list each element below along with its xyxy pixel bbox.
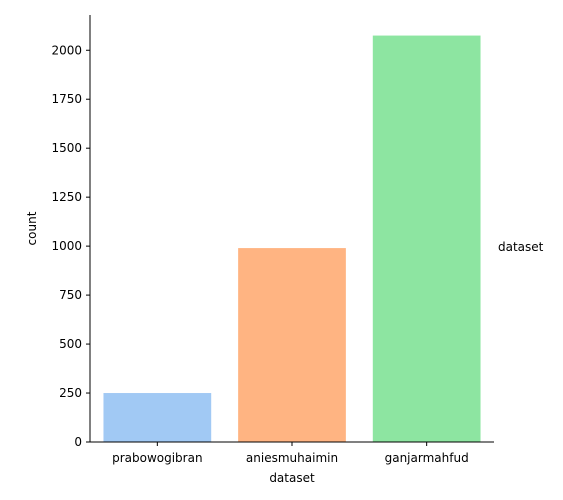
y-tick-label: 1250 bbox=[51, 190, 82, 204]
x-tick-label: aniesmuhaimin bbox=[246, 451, 338, 465]
bar-prabowogibran bbox=[103, 393, 212, 442]
x-axis-label: dataset bbox=[269, 471, 315, 485]
x-axis-ticks: prabowogibran aniesmuhaimin ganjarmahfud bbox=[112, 442, 469, 465]
y-tick-label: 0 bbox=[74, 435, 82, 449]
y-tick-label: 2000 bbox=[51, 43, 82, 57]
legend-title: dataset bbox=[498, 240, 544, 254]
y-axis-label: count bbox=[25, 211, 39, 245]
bar-aniesmuhaimin bbox=[238, 248, 346, 442]
y-tick-label: 1750 bbox=[51, 92, 82, 106]
y-axis-ticks: 0 250 500 750 1000 1250 1500 1750 2000 bbox=[51, 43, 90, 449]
bar-ganjarmahfud bbox=[372, 35, 481, 442]
y-tick-label: 1000 bbox=[51, 239, 82, 253]
y-tick-label: 750 bbox=[59, 288, 82, 302]
x-tick-label: ganjarmahfud bbox=[385, 451, 469, 465]
y-tick-label: 1500 bbox=[51, 141, 82, 155]
y-tick-label: 250 bbox=[59, 386, 82, 400]
x-tick-label: prabowogibran bbox=[112, 451, 202, 465]
bars-group bbox=[103, 35, 481, 442]
y-tick-label: 500 bbox=[59, 337, 82, 351]
